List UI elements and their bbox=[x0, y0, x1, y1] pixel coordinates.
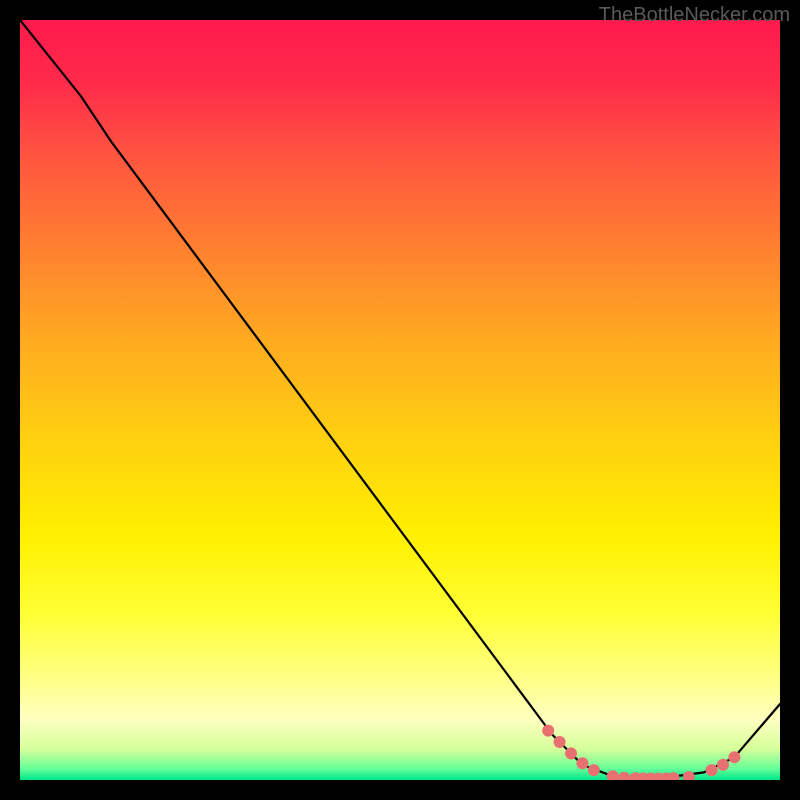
data-marker bbox=[717, 759, 729, 771]
data-marker bbox=[706, 764, 718, 776]
data-marker bbox=[554, 736, 566, 748]
data-marker bbox=[588, 764, 600, 776]
watermark-text: TheBottleNecker.com bbox=[599, 4, 790, 27]
bottleneck-curve-chart bbox=[20, 20, 780, 780]
data-marker bbox=[565, 747, 577, 759]
data-marker bbox=[542, 725, 554, 737]
data-marker bbox=[728, 751, 740, 763]
data-marker bbox=[576, 757, 588, 769]
chart-container: TheBottleNecker.com bbox=[0, 0, 800, 800]
plot-area bbox=[20, 20, 780, 780]
gradient-background bbox=[20, 20, 780, 780]
